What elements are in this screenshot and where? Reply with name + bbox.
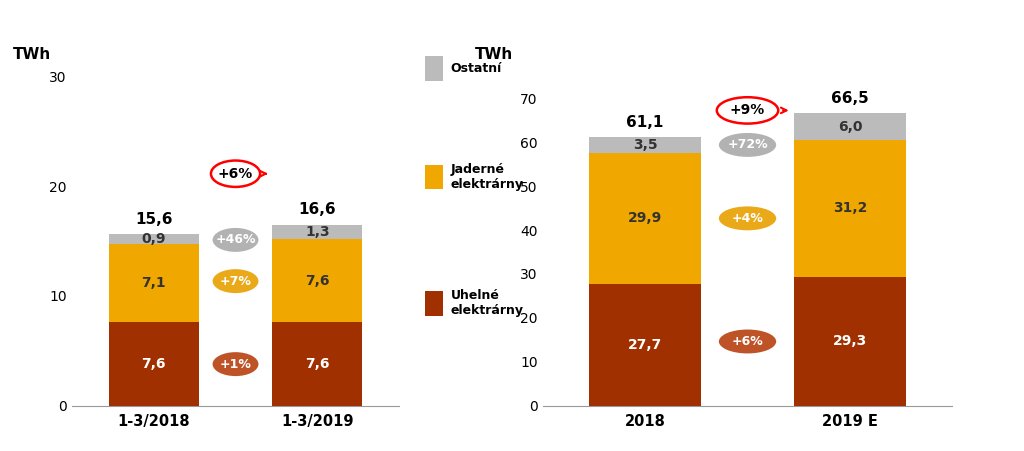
Text: 0,9: 0,9: [141, 232, 166, 246]
Ellipse shape: [719, 330, 776, 354]
Ellipse shape: [719, 207, 776, 230]
Text: +7%: +7%: [219, 275, 252, 288]
Text: 61,1: 61,1: [627, 115, 664, 130]
Text: 29,3: 29,3: [833, 335, 867, 349]
Ellipse shape: [213, 228, 258, 252]
Text: 15,6: 15,6: [135, 212, 172, 227]
Bar: [109, 244, 199, 322]
Bar: [272, 225, 362, 239]
Text: +46%: +46%: [215, 234, 256, 246]
Text: +4%: +4%: [731, 212, 764, 225]
Ellipse shape: [213, 269, 258, 293]
Text: +1%: +1%: [219, 358, 252, 371]
Bar: [589, 152, 701, 284]
Ellipse shape: [717, 97, 778, 124]
Bar: [794, 114, 906, 140]
Y-axis label: TWh: TWh: [474, 47, 513, 62]
Text: Ostatní: Ostatní: [451, 62, 502, 75]
Ellipse shape: [213, 352, 258, 376]
Text: 16,6: 16,6: [299, 202, 336, 217]
Text: 7,1: 7,1: [141, 276, 166, 290]
Bar: [589, 137, 701, 152]
Text: +9%: +9%: [730, 103, 765, 117]
Bar: [109, 322, 199, 406]
Text: 6,0: 6,0: [838, 120, 862, 133]
Bar: [272, 239, 362, 322]
Text: +6%: +6%: [731, 335, 764, 348]
Text: 66,5: 66,5: [831, 92, 868, 106]
Text: 7,6: 7,6: [141, 357, 166, 371]
Text: 27,7: 27,7: [628, 338, 663, 352]
Text: 7,6: 7,6: [305, 357, 330, 371]
Text: 7,6: 7,6: [305, 274, 330, 288]
Y-axis label: TWh: TWh: [13, 47, 51, 62]
Text: +72%: +72%: [727, 138, 768, 152]
Bar: [272, 322, 362, 406]
Bar: [794, 140, 906, 277]
Bar: [794, 277, 906, 406]
Text: 3,5: 3,5: [633, 138, 657, 152]
Text: 1,3: 1,3: [305, 225, 330, 239]
Text: +6%: +6%: [218, 167, 253, 181]
Text: 31,2: 31,2: [833, 202, 867, 216]
Text: Uhelné
elektrárny: Uhelné elektrárny: [451, 289, 523, 317]
Ellipse shape: [719, 133, 776, 157]
Bar: [589, 284, 701, 406]
Bar: [109, 235, 199, 244]
Text: Jaderné
elektrárny: Jaderné elektrárny: [451, 163, 523, 191]
Ellipse shape: [211, 161, 260, 187]
Text: 29,9: 29,9: [628, 212, 663, 226]
